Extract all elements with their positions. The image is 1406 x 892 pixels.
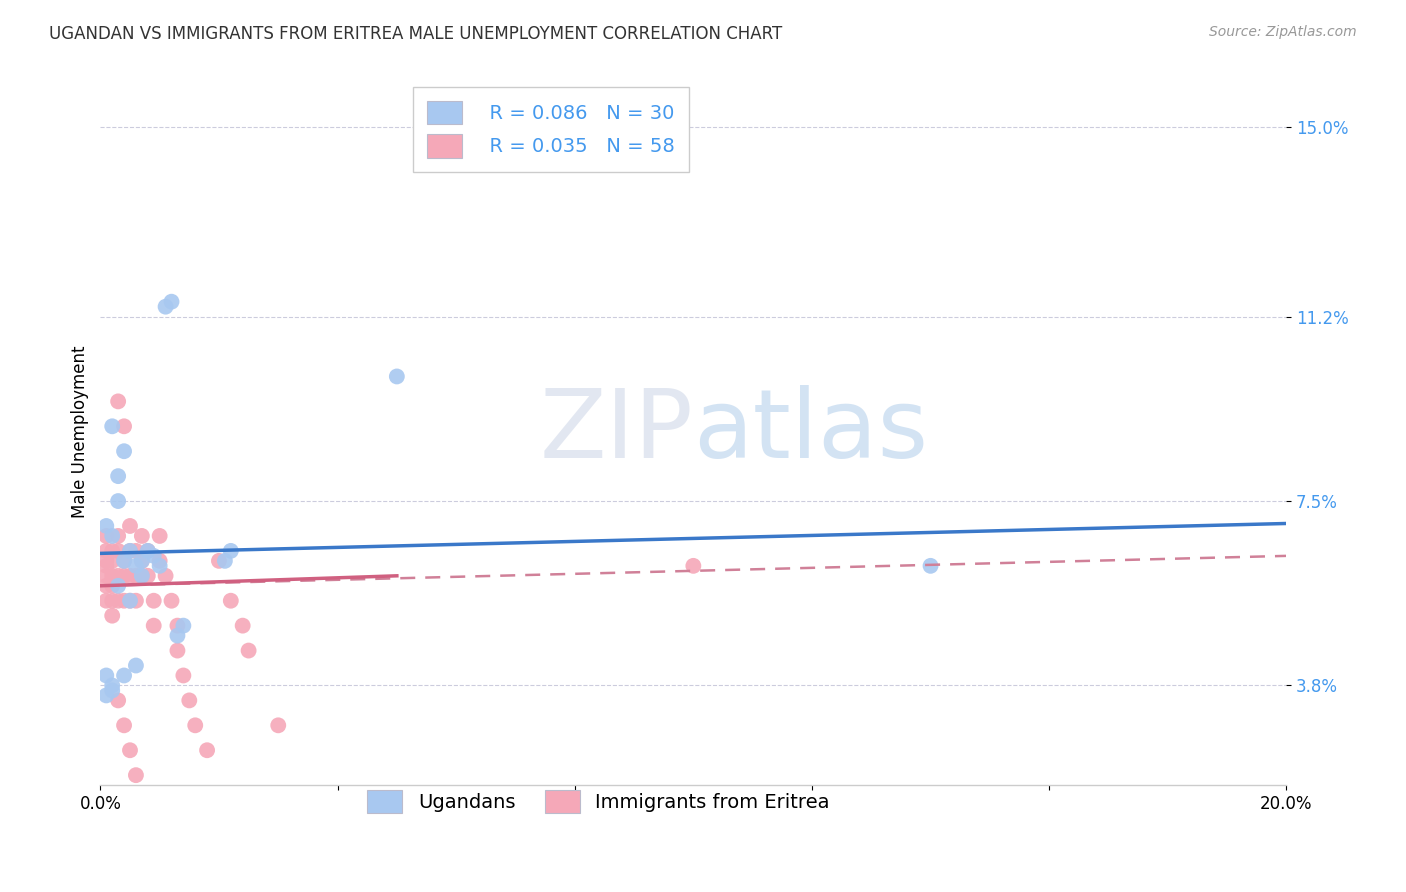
- Point: [125, 569, 148, 583]
- Point: [160, 593, 183, 607]
- Point: [142, 593, 165, 607]
- Point: [107, 593, 129, 607]
- Point: [166, 643, 188, 657]
- Point: [125, 593, 148, 607]
- Point: [920, 558, 942, 573]
- Point: [131, 554, 153, 568]
- Point: [267, 718, 290, 732]
- Point: [155, 569, 177, 583]
- Point: [131, 554, 153, 568]
- Point: [142, 549, 165, 563]
- Point: [112, 444, 135, 458]
- Point: [107, 569, 129, 583]
- Point: [125, 658, 148, 673]
- Point: [96, 569, 118, 583]
- Point: [101, 569, 124, 583]
- Point: [112, 569, 135, 583]
- Point: [112, 554, 135, 568]
- Point: [131, 529, 153, 543]
- Point: [131, 569, 153, 583]
- Point: [125, 768, 148, 782]
- Point: [107, 529, 129, 543]
- Point: [208, 554, 231, 568]
- Point: [107, 469, 129, 483]
- Point: [125, 558, 148, 573]
- Point: [96, 593, 118, 607]
- Point: [166, 618, 188, 632]
- Point: [118, 569, 141, 583]
- Point: [101, 678, 124, 692]
- Text: Source: ZipAtlas.com: Source: ZipAtlas.com: [1209, 25, 1357, 39]
- Point: [155, 300, 177, 314]
- Point: [118, 544, 141, 558]
- Point: [112, 668, 135, 682]
- Point: [107, 579, 129, 593]
- Point: [179, 693, 201, 707]
- Point: [219, 544, 242, 558]
- Point: [166, 629, 188, 643]
- Point: [101, 529, 124, 543]
- Point: [101, 419, 124, 434]
- Point: [96, 558, 118, 573]
- Point: [149, 529, 172, 543]
- Point: [101, 608, 124, 623]
- Point: [149, 554, 172, 568]
- Point: [232, 618, 254, 632]
- Point: [184, 718, 207, 732]
- Point: [136, 569, 159, 583]
- Point: [96, 668, 118, 682]
- Point: [195, 743, 218, 757]
- Point: [112, 554, 135, 568]
- Point: [107, 394, 129, 409]
- Point: [101, 683, 124, 698]
- Point: [96, 544, 118, 558]
- Point: [101, 544, 124, 558]
- Y-axis label: Male Unemployment: Male Unemployment: [72, 345, 89, 517]
- Point: [172, 668, 194, 682]
- Point: [131, 569, 153, 583]
- Text: UGANDAN VS IMMIGRANTS FROM ERITREA MALE UNEMPLOYMENT CORRELATION CHART: UGANDAN VS IMMIGRANTS FROM ERITREA MALE …: [49, 25, 783, 43]
- Point: [219, 593, 242, 607]
- Point: [101, 593, 124, 607]
- Point: [118, 593, 141, 607]
- Point: [142, 618, 165, 632]
- Point: [107, 494, 129, 508]
- Point: [118, 593, 141, 607]
- Point: [112, 718, 135, 732]
- Point: [172, 618, 194, 632]
- Point: [160, 294, 183, 309]
- Legend: Ugandans, Immigrants from Eritrea: Ugandans, Immigrants from Eritrea: [356, 778, 841, 825]
- Point: [101, 579, 124, 593]
- Point: [96, 579, 118, 593]
- Point: [101, 554, 124, 568]
- Point: [96, 689, 118, 703]
- Point: [96, 529, 118, 543]
- Text: ZIP: ZIP: [540, 384, 693, 478]
- Point: [107, 693, 129, 707]
- Point: [112, 419, 135, 434]
- Point: [112, 593, 135, 607]
- Text: atlas: atlas: [693, 384, 928, 478]
- Point: [118, 519, 141, 533]
- Point: [385, 369, 408, 384]
- Point: [96, 519, 118, 533]
- Point: [118, 544, 141, 558]
- Point: [107, 544, 129, 558]
- Point: [682, 558, 704, 573]
- Point: [118, 743, 141, 757]
- Point: [125, 544, 148, 558]
- Point: [136, 544, 159, 558]
- Point: [238, 643, 260, 657]
- Point: [214, 554, 236, 568]
- Point: [96, 554, 118, 568]
- Point: [136, 544, 159, 558]
- Point: [149, 558, 172, 573]
